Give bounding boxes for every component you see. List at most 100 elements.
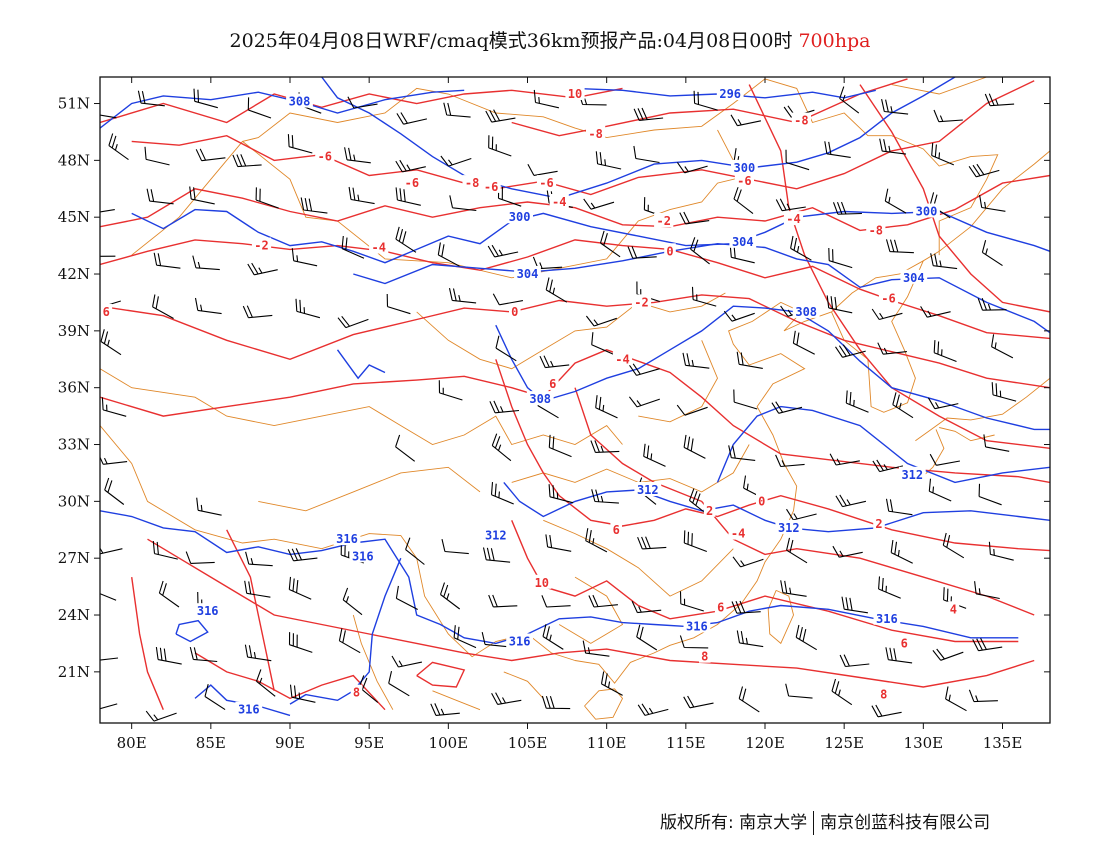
wind-barb xyxy=(145,710,177,722)
temperature-label-bg xyxy=(728,525,748,540)
boundary-line xyxy=(584,688,624,720)
wind-barb xyxy=(348,186,375,205)
map-frame xyxy=(99,76,1051,724)
wind-barb xyxy=(932,648,964,661)
wind-barb xyxy=(795,624,817,651)
geopotential-label-bg xyxy=(729,233,757,248)
temperature-label-bg xyxy=(878,290,899,305)
temperature-label-bg xyxy=(536,175,557,190)
temperature-label: 10 xyxy=(568,87,582,101)
geopotential-label-bg xyxy=(506,633,533,648)
temperature-label: 2 xyxy=(875,517,882,531)
geopotential-label-bg xyxy=(775,519,803,534)
wind-barb xyxy=(548,484,574,504)
wind-barb xyxy=(637,536,667,550)
wind-barb xyxy=(100,456,128,465)
wind-barb xyxy=(100,593,117,601)
geopotential-label: 300 xyxy=(509,210,531,224)
wind-barb xyxy=(492,293,523,306)
wind-barb xyxy=(829,453,860,466)
geopotential-contour xyxy=(194,684,291,717)
geopotential-label: 304 xyxy=(732,235,754,249)
geopotential-label-bg xyxy=(900,269,928,284)
temperature-label: -8 xyxy=(465,176,479,190)
wind-barb xyxy=(582,640,610,657)
x-tick-label: 100E xyxy=(429,734,469,752)
wind-barb xyxy=(541,695,571,710)
wind-barb xyxy=(193,88,218,109)
wind-barb xyxy=(595,395,618,419)
temperature-label: 0 xyxy=(666,244,673,258)
wind-barb xyxy=(831,678,853,706)
wind-barb xyxy=(627,246,657,259)
wind-barb xyxy=(585,315,617,327)
temperature-label: -6 xyxy=(881,292,895,306)
temperature-label-bg xyxy=(462,175,482,190)
temperature-label-bg xyxy=(756,493,768,508)
wind-barb xyxy=(405,537,425,565)
geopotential-label: 312 xyxy=(778,521,800,535)
y-tick-label: 30N xyxy=(58,492,90,510)
temperature-label-bg xyxy=(610,521,622,536)
temperature-contours xyxy=(100,78,1050,711)
wind-barbs xyxy=(100,86,1017,722)
x-tick-label: 80E xyxy=(117,734,147,752)
x-tick-label: 110E xyxy=(587,734,627,752)
temperature-label: 8 xyxy=(701,650,708,664)
wind-barb xyxy=(832,545,863,558)
temperature-label-bg xyxy=(586,125,606,140)
temperature-label-bg xyxy=(783,211,804,226)
wind-barb xyxy=(542,624,564,650)
temperature-label: -2 xyxy=(634,295,648,309)
temperature-label: 10 xyxy=(535,576,549,590)
temperature-label-bg xyxy=(100,303,113,318)
y-tick-label: 48N xyxy=(58,151,90,169)
temperature-label-bg xyxy=(699,648,711,663)
wind-barb xyxy=(495,335,517,362)
temperature-label-bg xyxy=(631,294,652,309)
wind-barb xyxy=(595,151,622,170)
wind-barb xyxy=(488,135,512,157)
x-tick-label: 85E xyxy=(196,734,226,752)
wind-barb xyxy=(491,433,512,462)
temperature-label-bg xyxy=(734,173,754,188)
temperature-contour xyxy=(100,174,1050,232)
wind-barb xyxy=(679,211,710,225)
temperature-label: -4 xyxy=(552,195,566,209)
wind-barb xyxy=(683,695,714,709)
wind-barb xyxy=(185,551,215,564)
wind-barb xyxy=(841,596,868,614)
wind-barb xyxy=(100,329,122,356)
wind-barb xyxy=(877,342,907,355)
x-tick-label: 125E xyxy=(824,734,864,752)
wind-barb xyxy=(539,355,570,369)
wind-barb xyxy=(585,528,608,553)
geopotential-contour xyxy=(336,349,386,380)
geopotential-label: 316 xyxy=(352,549,374,563)
wind-barb xyxy=(395,585,418,610)
wind-barb xyxy=(146,188,174,205)
wind-barb xyxy=(928,478,952,502)
wind-barb xyxy=(732,556,764,568)
temperature-contour xyxy=(574,387,1035,616)
wind-barb xyxy=(137,90,165,107)
temperature-label: 2 xyxy=(706,504,713,518)
copyright-credit: 版权所有: 南京大学 南京创蓝科技有限公司 xyxy=(660,808,990,835)
wind-barb xyxy=(291,248,318,267)
wind-barb xyxy=(733,389,758,410)
geopotential-label: 300 xyxy=(734,161,756,175)
wind-barb xyxy=(682,352,710,369)
wind-barb xyxy=(152,294,174,319)
geopotential-label: 316 xyxy=(876,612,898,626)
geopotential-label-bg xyxy=(333,531,361,546)
wind-barb xyxy=(395,434,416,462)
credit-divider xyxy=(813,811,815,835)
wind-barb xyxy=(890,540,913,564)
wind-barb xyxy=(341,235,365,259)
wind-barb xyxy=(245,551,273,567)
temperature-contour xyxy=(416,661,466,688)
wind-barb xyxy=(287,134,313,154)
geopotential-label: 316 xyxy=(197,604,219,618)
wind-barb xyxy=(287,548,318,562)
boundary-line xyxy=(432,690,481,711)
